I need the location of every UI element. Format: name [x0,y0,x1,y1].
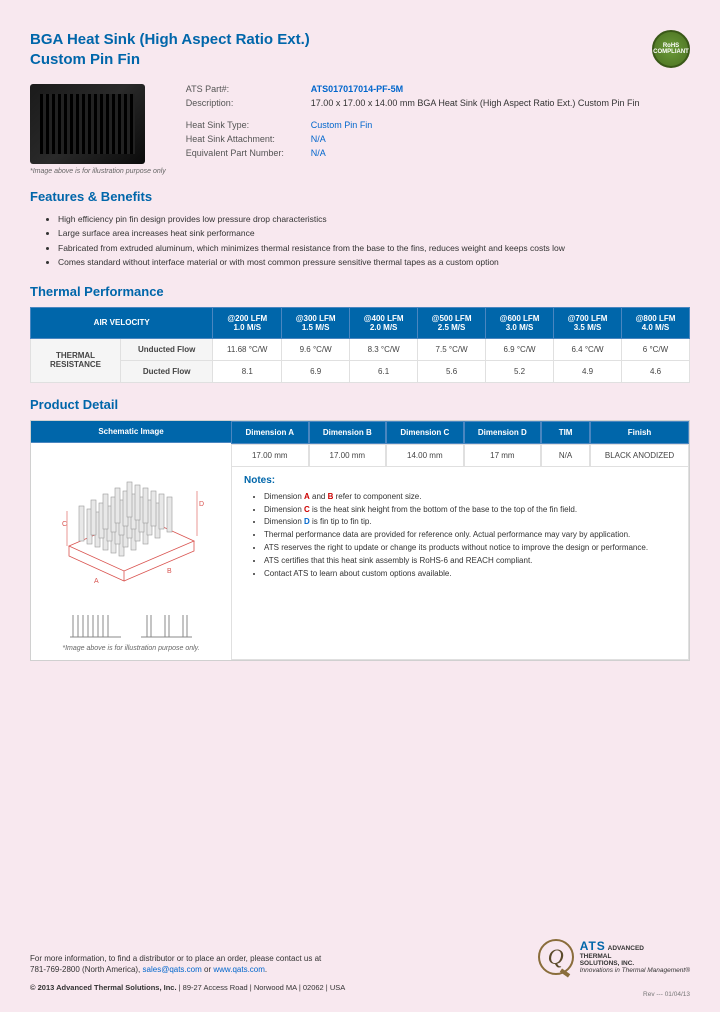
notes-list: Dimension A and B refer to component siz… [244,491,676,581]
spec-table: ATS Part#: ATS017017014-PF-5M Descriptio… [186,84,640,175]
thermal-heading: Thermal Performance [30,284,690,299]
td: 6 °C/W [622,338,690,360]
note-item: ATS reserves the right to update or chan… [264,542,676,555]
td: 8.1 [213,360,282,382]
notes-heading: Notes: [244,475,676,486]
detail-table: Schematic Image [30,420,690,661]
footer-address: | 89-27 Access Road | Norwood MA | 02062… [177,983,346,992]
th-dim: Dimension C [386,421,464,444]
copyright-link[interactable]: © 2013 Advanced Thermal Solutions, Inc. [30,983,177,992]
spec-label: Heat Sink Attachment: [186,134,301,144]
svg-text:C: C [62,521,67,528]
td: 7.5 °C/W [418,338,486,360]
th-dim: Dimension D [464,421,542,444]
td: 4.6 [622,360,690,382]
td-dim: 14.00 mm [386,444,464,467]
svg-text:B: B [167,568,172,575]
product-image [30,84,145,164]
revision-text: Rev --- 01/04/13 [643,991,690,998]
title-line1: BGA Heat Sink (High Aspect Ratio Ext.) [30,31,310,48]
note-item: Dimension D is fin tip to fin tip. [264,516,676,529]
logo-q-icon: Q [538,939,574,975]
td: 11.68 °C/W [213,338,282,360]
spec-label: Heat Sink Type: [186,120,301,130]
td: 5.6 [418,360,486,382]
page-title: BGA Heat Sink (High Aspect Ratio Ext.) C… [30,30,310,69]
note-item: ATS certifies that this heat sink assemb… [264,555,676,568]
td-tim: N/A [541,444,590,467]
spec-label: Equivalent Part Number: [186,148,301,158]
td: 9.6 °C/W [282,338,350,360]
spec-value: N/A [311,134,326,144]
schematic-header: Schematic Image [31,421,231,443]
th-resistance: THERMAL RESISTANCE [31,338,121,382]
td-dim: 17.00 mm [231,444,309,467]
logo-ats: ATS [580,939,606,953]
note-item: Contact ATS to learn about custom option… [264,568,676,581]
spec-label: ATS Part#: [186,84,301,94]
th-col: @200 LFM1.0 M/S [213,307,282,338]
th-col: @500 LFM2.5 M/S [418,307,486,338]
th-dim: Dimension B [309,421,387,444]
svg-text:D: D [199,501,204,508]
th-tim: TIM [541,421,590,444]
th-col: @600 LFM3.0 M/S [486,307,554,338]
td: 4.9 [554,360,622,382]
td: 6.4 °C/W [554,338,622,360]
note-item: Dimension A and B refer to component siz… [264,491,676,504]
td: 8.3 °C/W [350,338,418,360]
schematic-note: *Image above is for illustration purpose… [62,645,199,652]
schematic-profiles [68,611,194,639]
th-finish: Finish [590,421,689,444]
features-heading: Features & Benefits [30,189,690,204]
note-item: Thermal performance data are provided fo… [264,529,676,542]
company-logo: Q ATS ADVANCED THERMAL SOLUTIONS, INC. I… [538,939,690,975]
td-dim: 17.00 mm [309,444,387,467]
th-dim: Dimension A [231,421,309,444]
thermal-table: AIR VELOCITY @200 LFM1.0 M/S @300 LFM1.5… [30,307,690,383]
note-item: Dimension C is the heat sink height from… [264,504,676,517]
th-col: @800 LFM4.0 M/S [622,307,690,338]
row-ducted: Ducted Flow [121,360,213,382]
part-number: ATS017017014-PF-5M [311,84,403,94]
spec-label: Description: [186,98,301,108]
feature-item: High efficiency pin fin design provides … [58,212,690,226]
td-dim: 17 mm [464,444,542,467]
td-finish: BLACK ANODIZED [590,444,689,467]
rohs-badge: RoHS COMPLIANT [652,30,690,68]
th-col: @700 LFM3.5 M/S [554,307,622,338]
image-note: *Image above is for illustration purpose… [30,168,166,175]
th-col: @300 LFM1.5 M/S [282,307,350,338]
spec-value: N/A [311,148,326,158]
svg-text:A: A [94,578,99,585]
page-footer: For more information, to find a distribu… [30,939,690,992]
footer-email-link[interactable]: sales@qats.com [143,965,202,974]
schematic-diagram: A B C D [49,451,214,601]
td: 5.2 [486,360,554,382]
logo-tagline: Innovations in Thermal Management® [580,967,690,974]
feature-item: Large surface area increases heat sink p… [58,226,690,240]
td: 6.9 [282,360,350,382]
td: 6.9 °C/W [486,338,554,360]
th-air-velocity: AIR VELOCITY [31,307,213,338]
features-list: High efficiency pin fin design provides … [30,212,690,270]
feature-item: Fabricated from extruded aluminum, which… [58,241,690,255]
th-col: @400 LFM2.0 M/S [350,307,418,338]
footer-contact: For more information, to find a distribu… [30,954,321,963]
title-line2: Custom Pin Fin [30,51,140,68]
spec-value: Custom Pin Fin [311,120,373,130]
td: 6.1 [350,360,418,382]
footer-web-link[interactable]: www.qats.com [213,965,265,974]
row-unducted: Unducted Flow [121,338,213,360]
detail-heading: Product Detail [30,397,690,412]
footer-phone: 781-769-2800 (North America), [30,965,140,974]
feature-item: Comes standard without interface materia… [58,255,690,269]
spec-value: 17.00 x 17.00 x 14.00 mm BGA Heat Sink (… [311,98,640,108]
